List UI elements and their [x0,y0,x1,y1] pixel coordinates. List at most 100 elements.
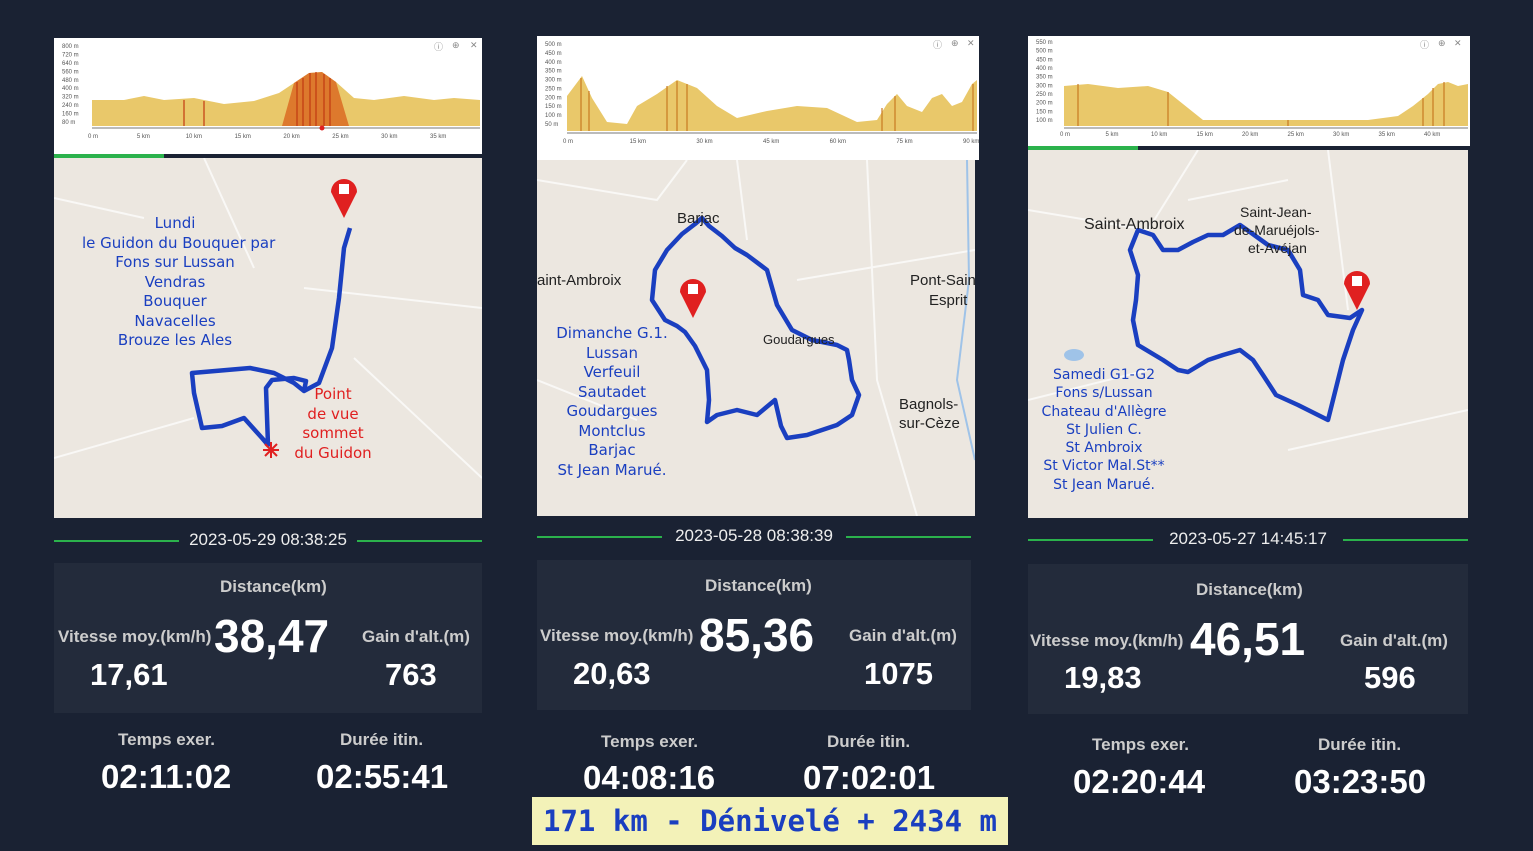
gain-value: 763 [385,657,437,692]
ride-date: 2023-05-28 08:38:39 [675,526,833,545]
ride-stats: Distance(km) 46,51 Vitesse moy.(km/h) 19… [1028,564,1468,714]
elevation-area [92,72,480,126]
distance-label: Distance(km) [705,576,812,595]
total-summary: 171 km - Dénivelé + 2434 m [532,797,1008,845]
x-tick-label: 20 km [283,134,299,140]
x-tick-label: 0 m [1060,132,1070,138]
x-tick-label: 60 km [830,139,846,145]
y-tick-label: 100 m [545,113,562,119]
speed-value: 20,63 [573,656,651,691]
speed-value: 19,83 [1064,660,1142,695]
y-tick-label: 150 m [1036,109,1053,115]
duration-value: 02:55:41 [316,758,449,795]
distance-label: Distance(km) [220,577,327,596]
x-tick-label: 5 km [1106,132,1119,138]
download-icon[interactable]: ⊕ [951,38,959,48]
y-tick-label: 560 m [62,69,79,75]
y-tick-label: 480 m [62,78,79,84]
y-tick-label: 240 m [62,103,79,109]
x-tick-label: 15 km [235,134,251,140]
y-tick-label: 200 m [545,95,562,101]
x-axis-ticks: 0 m 5 km 10 km 15 km 20 km 25 km 30 km 35 km [88,134,446,140]
y-tick-label: 320 m [62,95,79,101]
viewpoint-note: Point de vue sommet du Guidon [294,385,372,462]
elevation-area [1064,82,1468,126]
ride-date-bar: 2023-05-27 14:45:17 [1028,527,1468,555]
y-tick-label: 400 m [545,60,562,66]
map-pin-icon [331,179,357,218]
info-icon[interactable]: ⓘ [1420,40,1430,50]
gain-label: Gain d'alt.(m) [1340,631,1448,650]
elevation-chart: 550 m 500 m 450 m 400 m 350 m 300 m 250 m 200 m… [1036,40,1468,138]
y-axis-ticks: 800 m 720 m 640 m 560 m 480 m 400 m 320 m 240 m… [62,44,79,126]
close-icon[interactable]: ✕ [470,40,478,50]
route-note: Lundi le Guidon du Bouquer par Fons sur … [82,214,276,349]
map-label-saint-jean: Saint-Jean- [1240,204,1312,220]
y-tick-label: 500 m [1036,49,1053,55]
speed-label: Vitesse moy.(km/h) [540,626,694,645]
x-tick-label: 0 m [88,134,98,140]
ride-date: 2023-05-29 08:38:25 [189,530,347,549]
y-axis-ticks: 550 m 500 m 450 m 400 m 350 m 300 m 250 m 200 m… [1036,40,1053,124]
y-tick-label: 160 m [62,112,79,118]
speed-label: Vitesse moy.(km/h) [1030,631,1184,650]
ride-date: 2023-05-27 14:45:17 [1169,529,1327,548]
elevation-profile[interactable]: 550 m 500 m 450 m 400 m 350 m 300 m 250 m 200 m… [1028,36,1470,146]
info-icon[interactable]: ⓘ [933,40,943,50]
ride-stats: Distance(km) 38,47 Vitesse moy.(km/h) 17… [54,563,482,713]
y-tick-label: 450 m [1036,57,1053,63]
gain-value: 1075 [864,656,933,691]
duration-label: Durée itin. [827,732,911,751]
info-icon[interactable]: ⓘ [434,42,444,52]
map-label-avejan: et-Avéjan [1248,240,1307,256]
ride-date-bar: 2023-05-28 08:38:39 [537,524,971,552]
close-icon[interactable]: ✕ [967,38,975,48]
x-tick-label: 35 km [430,134,446,140]
gain-label: Gain d'alt.(m) [849,626,957,645]
x-tick-label: 10 km [186,134,202,140]
y-tick-label: 720 m [62,52,79,58]
y-tick-label: 450 m [545,51,562,57]
ride-panel-3: 550 m 500 m 450 m 400 m 350 m 300 m 250 m 200 m… [1028,30,1470,820]
distance-label: Distance(km) [1196,580,1303,599]
time-value: 04:08:16 [583,759,716,796]
x-tick-label: 75 km [896,139,912,145]
time-label: Temps exer. [118,730,216,749]
download-icon[interactable]: ⊕ [1438,38,1446,48]
x-tick-label: 40 km [1424,132,1440,138]
star-burst-icon [263,442,279,458]
time-value: 02:11:02 [101,758,232,795]
y-tick-label: 80 m [62,120,75,126]
y-tick-label: 300 m [545,78,562,84]
y-tick-label: 150 m [545,104,562,110]
elevation-profile[interactable]: 500 m 450 m 400 m 350 m 300 m 250 m 200 m 150 m… [537,36,979,160]
ride-stats: Distance(km) 85,36 Vitesse moy.(km/h) 20… [537,560,971,710]
ride-date-bar: 2023-05-29 08:38:25 [54,528,482,556]
x-tick-label: 25 km [1288,132,1304,138]
x-tick-label: 90 km [963,139,979,145]
x-axis-ticks: 0 m 15 km 30 km 45 km 60 km 75 km 90 km [563,139,979,145]
y-tick-label: 100 m [1036,118,1053,124]
duration-value: 03:23:50 [1294,763,1427,800]
x-tick-label: 45 km [763,139,779,145]
map-pin-icon [680,279,706,318]
map-label-saint-ambroix: Saint-Ambroix [1084,216,1185,233]
close-icon[interactable]: ✕ [1454,38,1462,48]
distance-value: 85,36 [699,609,815,661]
duration-label: Durée itin. [1318,735,1402,754]
download-icon[interactable]: ⊕ [452,40,460,50]
route-line [649,215,862,441]
route-map[interactable]: Saint-Ambroix Saint-Jean- de-Maruéjols- … [1028,150,1468,518]
time-value: 02:20:44 [1073,763,1206,800]
map-label-pont-saint-esprit: Pont-Sain [910,272,975,289]
route-line [1127,222,1365,423]
progress-bar [1028,146,1138,150]
x-axis-ticks: 0 m 5 km 10 km 15 km 20 km 25 km 30 km 35 km 40 … [1060,132,1440,138]
map-label-saint-ambroix: aint-Ambroix [537,272,622,289]
y-tick-label: 250 m [545,86,562,92]
ride-panel-2: 500 m 450 m 400 m 350 m 300 m 250 m 200 m 150 m… [537,30,979,820]
route-map[interactable]: Lundi le Guidon du Bouquer par Fons sur … [54,158,482,518]
route-map[interactable]: Barjac aint-Ambroix Goudargues Pont-Sain… [537,160,975,516]
elevation-profile[interactable]: 800 m 720 m 640 m 560 m 480 m 400 m 320 m 240 m… [54,38,482,154]
x-tick-label: 30 km [1333,132,1349,138]
